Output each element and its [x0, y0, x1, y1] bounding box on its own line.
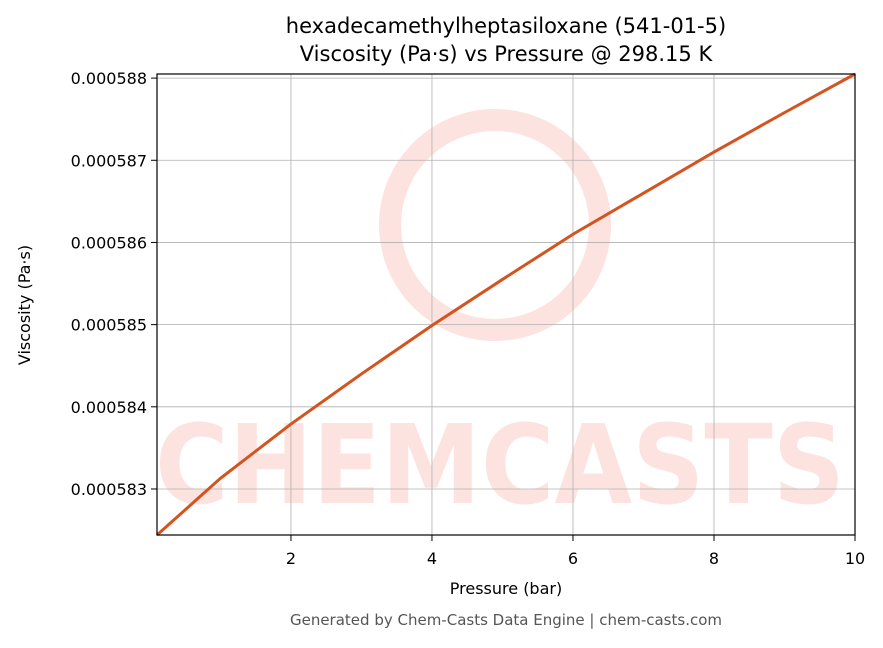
x-tick-label: 4 — [427, 549, 437, 568]
watermark-logo — [379, 109, 611, 341]
y-tick-label: 0.000588 — [71, 69, 147, 88]
chart-subtitle: Viscosity (Pa·s) vs Pressure @ 298.15 K — [300, 42, 714, 66]
y-tick-label: 0.000583 — [71, 480, 147, 499]
x-tick-label: 8 — [709, 549, 719, 568]
y-tick-label: 0.000585 — [71, 316, 147, 335]
y-tick-label: 0.000584 — [71, 398, 147, 417]
x-axis-label: Pressure (bar) — [450, 579, 562, 598]
x-tick-label: 6 — [568, 549, 578, 568]
y-tick-label: 0.000587 — [71, 151, 147, 170]
watermark: CHEMCASTS — [155, 401, 845, 529]
plot-frame — [156, 73, 856, 536]
data-line — [156, 72, 856, 537]
x-tick-label: 10 — [845, 549, 865, 568]
chart-title: hexadecamethylheptasiloxane (541-01-5) — [286, 14, 726, 38]
y-axis-label: Viscosity (Pa·s) — [15, 245, 34, 365]
footer: Generated by Chem-Casts Data Engine | ch… — [290, 611, 722, 629]
x-tick-label: 2 — [286, 549, 296, 568]
y-tick-label: 0.000586 — [71, 233, 147, 252]
